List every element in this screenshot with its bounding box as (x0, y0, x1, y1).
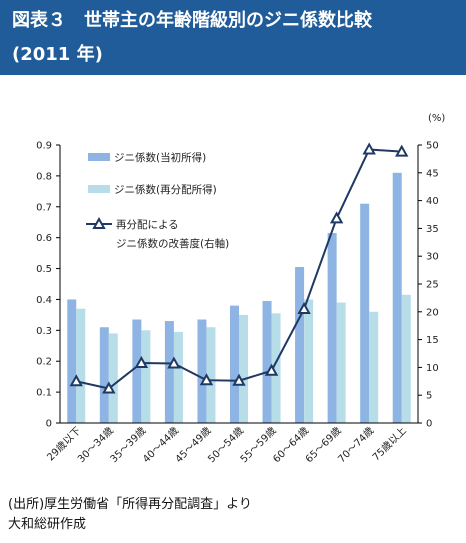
line-point (264, 363, 279, 376)
right-tick-label: 20 (426, 307, 439, 318)
bar (271, 313, 281, 423)
bar (327, 233, 337, 423)
legend-label: ジニ係数の改善度(右軸) (116, 237, 229, 250)
right-tick-label: 15 (426, 335, 439, 346)
right-tick-label: 0 (426, 419, 432, 430)
line-point (297, 301, 311, 315)
left-tick-label: 0.4 (36, 295, 52, 306)
bar (141, 330, 151, 423)
right-tick-label: 30 (426, 252, 439, 263)
legend-swatch (88, 153, 110, 161)
legend-marker (92, 216, 106, 229)
right-axis-unit: (%) (428, 113, 445, 124)
left-tick-label: 0.8 (36, 171, 52, 182)
right-tick-label: 10 (426, 363, 439, 374)
left-tick-label: 0.5 (36, 264, 52, 275)
line-point (362, 142, 376, 155)
bar (360, 203, 370, 423)
bars-group (67, 172, 411, 423)
line-point (199, 373, 214, 386)
line-point (69, 374, 83, 387)
bar (392, 172, 402, 423)
bar (206, 327, 216, 423)
left-tick-label: 0.7 (36, 202, 52, 213)
bar (197, 319, 207, 423)
gini-chart: 0 0.1 0.2 0.3 0.4 0.5 0.6 0.7 0.8 0.9 0 5 10 15 20 25 3… (36, 113, 445, 466)
bar (295, 267, 305, 423)
title-banner: 図表３ 世帯主の年齢階級別のジニ係数比較 (2011 年) (0, 0, 466, 75)
bar (76, 308, 86, 423)
bar (173, 331, 183, 423)
right-tick-label: 45 (426, 168, 439, 179)
right-tick-label: 40 (426, 196, 439, 207)
left-tick-label: 0.9 (36, 141, 52, 152)
bar (304, 299, 314, 423)
legend-swatch (88, 185, 110, 193)
source-line-1: (出所)厚生労働省「所得再分配調査」より (8, 497, 252, 512)
right-tick-label: 25 (426, 280, 439, 291)
bar (164, 321, 174, 423)
left-tick-label: 0.6 (36, 233, 52, 244)
line-point (134, 355, 149, 368)
legend-label: 再分配による (116, 219, 179, 231)
line-point (395, 144, 409, 157)
bar (230, 305, 239, 423)
source-note: (出所)厚生労働省「所得再分配調査」より 大和総研作成 (8, 495, 252, 535)
x-tick-label: 70～74歳 (336, 425, 377, 466)
bar (99, 327, 109, 423)
left-tick-label: 0.1 (36, 388, 52, 399)
line-point (329, 211, 344, 224)
bar (262, 300, 272, 423)
source-line-2: 大和総研作成 (8, 517, 87, 532)
chart-title: 図表３ 世帯主の年齢階級別のジニ係数比較 (12, 10, 372, 31)
left-tick-label: 0.2 (36, 357, 52, 368)
line-point (232, 373, 246, 386)
bar (336, 302, 346, 423)
chart-subtitle: (2011 年) (12, 44, 103, 65)
bar (132, 319, 142, 423)
bar (67, 299, 77, 423)
left-axis-ticks: 0 0.1 0.2 0.3 0.4 0.5 0.6 0.7 0.8 0.9 (36, 141, 60, 430)
legend-label: ジニ係数(再分配所得) (114, 183, 217, 196)
right-tick-label: 50 (426, 141, 439, 152)
legend-label: ジニ係数(当初所得) (114, 151, 206, 164)
line-point (102, 381, 116, 394)
line-point (167, 356, 181, 369)
bar (108, 333, 118, 423)
bar (369, 311, 379, 423)
x-tick-label: 75歳以上 (370, 425, 409, 464)
right-axis-ticks: 0 5 10 15 20 25 30 35 40 45 50 (418, 141, 439, 430)
left-tick-label: 0 (46, 419, 52, 430)
x-axis-labels: 29歳以下30～34歳35～39歳40～44歳45～49歳50～54歳55～59… (45, 425, 409, 466)
bar (401, 294, 411, 423)
left-tick-label: 0.3 (36, 326, 52, 337)
line-group (69, 142, 409, 394)
bar (239, 314, 248, 423)
right-tick-label: 5 (426, 391, 432, 402)
right-tick-label: 35 (426, 224, 439, 235)
